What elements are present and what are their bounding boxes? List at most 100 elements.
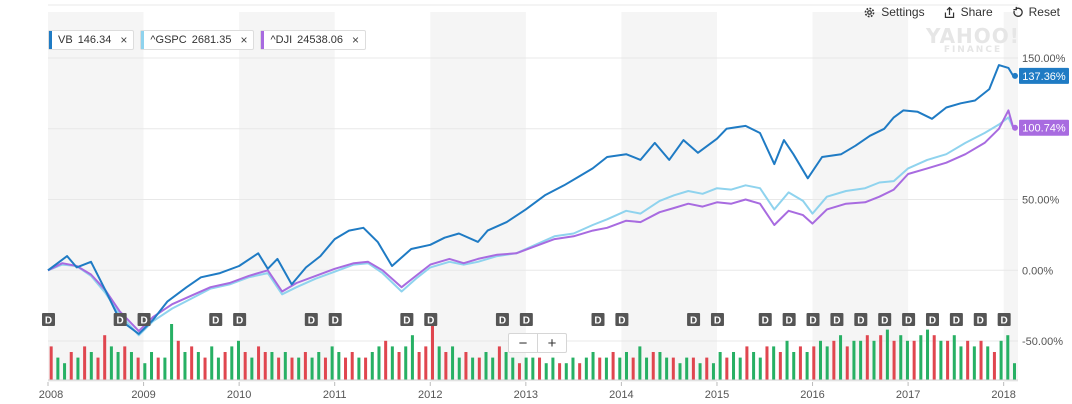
volume-bar — [705, 357, 709, 380]
share-label: Share — [960, 5, 993, 19]
legend-chip-gspc[interactable]: ^GSPC 2681.35 × — [140, 30, 255, 50]
volume-bar — [571, 357, 575, 380]
legend-chip-vb[interactable]: VB 146.34 × — [48, 30, 135, 50]
volume-bar — [832, 340, 836, 380]
volume-bar — [631, 357, 635, 380]
volume-bar — [136, 357, 140, 380]
series-line-vb — [47, 64, 1015, 335]
volume-bar — [83, 346, 87, 380]
volume-bar — [183, 352, 187, 380]
volume-bar — [404, 346, 408, 380]
volume-bar — [176, 340, 180, 380]
gear-icon — [864, 7, 875, 17]
volume-bar — [732, 352, 736, 380]
volume-bar — [236, 340, 240, 380]
volume-bar — [645, 357, 649, 380]
volume-bar — [230, 346, 234, 380]
last-value-tag: 137.36% — [1012, 67, 1069, 84]
volume-bar — [524, 357, 528, 380]
zoom-in-button[interactable]: + — [537, 334, 566, 352]
volume-bar — [163, 357, 167, 380]
volume-bar — [865, 335, 869, 380]
settings-label: Settings — [881, 5, 925, 19]
dividend-marker: D — [615, 313, 629, 327]
volume-bar — [558, 363, 562, 380]
yahoo-finance-watermark: YAHOO! FINANCE — [926, 24, 1020, 55]
volume-bar — [1012, 363, 1016, 380]
dividend-marker: D — [209, 313, 223, 327]
x-tick-label: 2012 — [418, 389, 442, 401]
volume-bar — [283, 352, 287, 380]
volume-bar — [778, 352, 782, 380]
volume-bar — [531, 357, 535, 380]
dividend-marker-label: D — [762, 316, 769, 327]
series-value: 24538.06 — [297, 34, 344, 46]
volume-bar — [618, 357, 622, 380]
volume-bar — [638, 346, 642, 380]
volume-bar — [772, 346, 776, 380]
volume-bar — [899, 335, 903, 380]
volume-bar — [517, 363, 521, 380]
volume-bar — [986, 346, 990, 380]
volume-bar — [698, 363, 702, 380]
volume-bar — [758, 357, 762, 380]
volume-bar — [364, 357, 368, 380]
volume-bar — [109, 346, 113, 380]
volume-bar — [725, 357, 729, 380]
volume-bar — [752, 352, 756, 380]
last-value-label: 100.74% — [1022, 123, 1066, 135]
volume-bar — [564, 363, 568, 380]
dividend-marker-box — [710, 313, 724, 326]
dividend-marker-box — [806, 313, 820, 326]
volume-bar — [76, 357, 80, 380]
x-tick-label: 2013 — [514, 389, 538, 401]
legend-chip-dji[interactable]: ^DJI 24538.06 × — [260, 30, 367, 50]
dividend-marker-label: D — [953, 316, 960, 327]
x-tick-label: 2009 — [131, 389, 155, 401]
volume-bar — [129, 352, 133, 380]
volume-bar — [511, 357, 515, 380]
volume-bar — [872, 340, 876, 380]
volume-bar — [277, 357, 281, 380]
volume-bar — [992, 352, 996, 380]
close-icon[interactable]: × — [120, 33, 128, 47]
volume-bar — [885, 329, 889, 380]
x-tick-label: 2010 — [227, 389, 251, 401]
volume-bar — [578, 363, 582, 380]
dividend-marker-box — [400, 313, 414, 326]
dividend-marker-label: D — [523, 316, 530, 327]
close-icon[interactable]: × — [352, 33, 360, 47]
dividend-marker-box — [758, 313, 772, 326]
volume-bar — [859, 340, 863, 380]
dividend-marker-label: D — [140, 316, 147, 327]
series-color-swatch — [141, 31, 145, 49]
zoom-out-button[interactable]: − — [518, 334, 528, 352]
volume-bar — [190, 346, 194, 380]
dividend-marker: D — [519, 313, 533, 327]
volume-bar — [745, 346, 749, 380]
close-icon[interactable]: × — [240, 33, 248, 47]
volume-bar — [350, 352, 354, 380]
series-line-dji — [47, 109, 1015, 333]
x-tick-label: 2016 — [800, 389, 824, 401]
volume-bar — [551, 357, 555, 380]
volume-bar — [437, 346, 441, 380]
dividend-marker-box — [925, 313, 939, 326]
share-button[interactable]: Share — [943, 5, 993, 19]
dividend-marker: D — [782, 313, 796, 327]
volume-bar — [56, 357, 60, 380]
volume-bar — [845, 346, 849, 380]
volume-bar — [257, 346, 261, 380]
reset-button[interactable]: Reset — [1011, 5, 1060, 19]
series-color-swatch — [49, 31, 52, 49]
dividend-marker-label: D — [977, 316, 984, 327]
settings-button[interactable]: Settings — [863, 5, 925, 19]
dividend-marker: D — [854, 313, 868, 327]
volume-bar — [377, 346, 381, 380]
volume-bar — [397, 352, 401, 380]
volume-bar — [798, 346, 802, 380]
volume-bar — [538, 357, 542, 380]
volume-bar — [504, 352, 508, 380]
series-legend: VB 146.34 × ^GSPC 2681.35 × ^DJI 24538.0… — [48, 30, 367, 50]
